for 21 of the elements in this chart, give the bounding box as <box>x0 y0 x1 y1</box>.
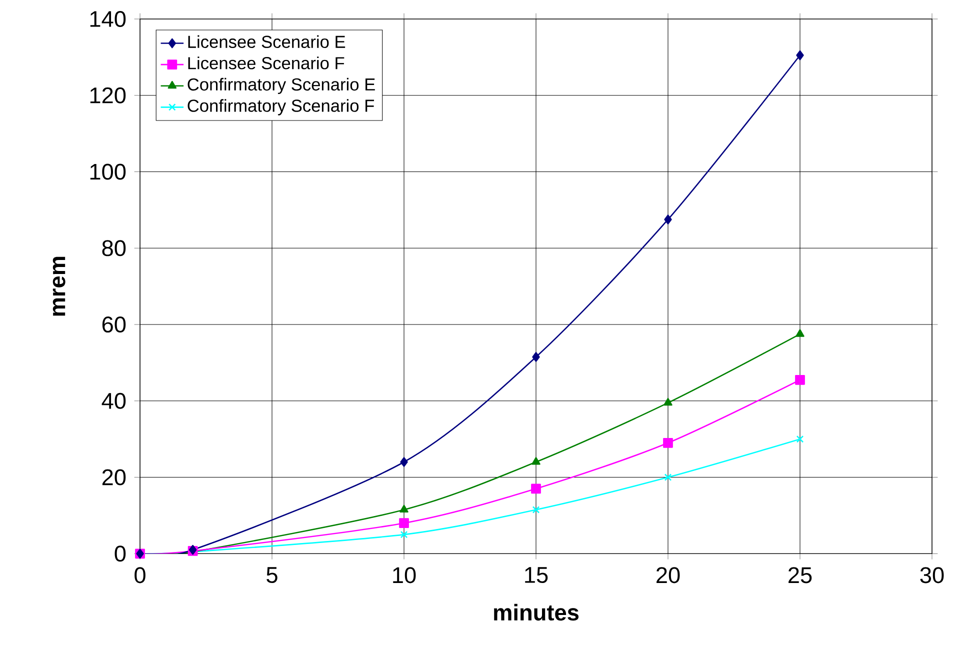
x-tick-label: 5 <box>266 567 278 583</box>
y-tick-label: 140 <box>90 10 126 28</box>
y-tick-label: 60 <box>102 316 126 333</box>
x-tick-label: 20 <box>656 567 680 584</box>
x-tick-label: 0 <box>134 567 146 584</box>
y-axis-title: mrem <box>52 256 66 316</box>
x-tick-label: 30 <box>920 567 944 584</box>
legend-label: Licensee Scenario F <box>188 56 344 70</box>
y-tick-label: 20 <box>102 469 126 486</box>
legend-label: Confirmatory Scenario E <box>188 78 375 94</box>
y-tick-label: 100 <box>90 164 126 180</box>
x-axis-title: minutes <box>494 604 579 621</box>
y-tick-label: 80 <box>102 240 126 256</box>
legend-label: Licensee Scenario E <box>188 35 346 48</box>
legend-label: Confirmatory Scenario F <box>188 99 374 116</box>
y-tick-label: 0 <box>114 546 126 562</box>
x-tick-label: 25 <box>788 567 812 584</box>
y-tick-label: 40 <box>102 392 126 409</box>
x-tick-label: 10 <box>393 567 416 584</box>
y-tick-label: 120 <box>90 87 126 104</box>
x-tick-label: 15 <box>525 567 548 583</box>
